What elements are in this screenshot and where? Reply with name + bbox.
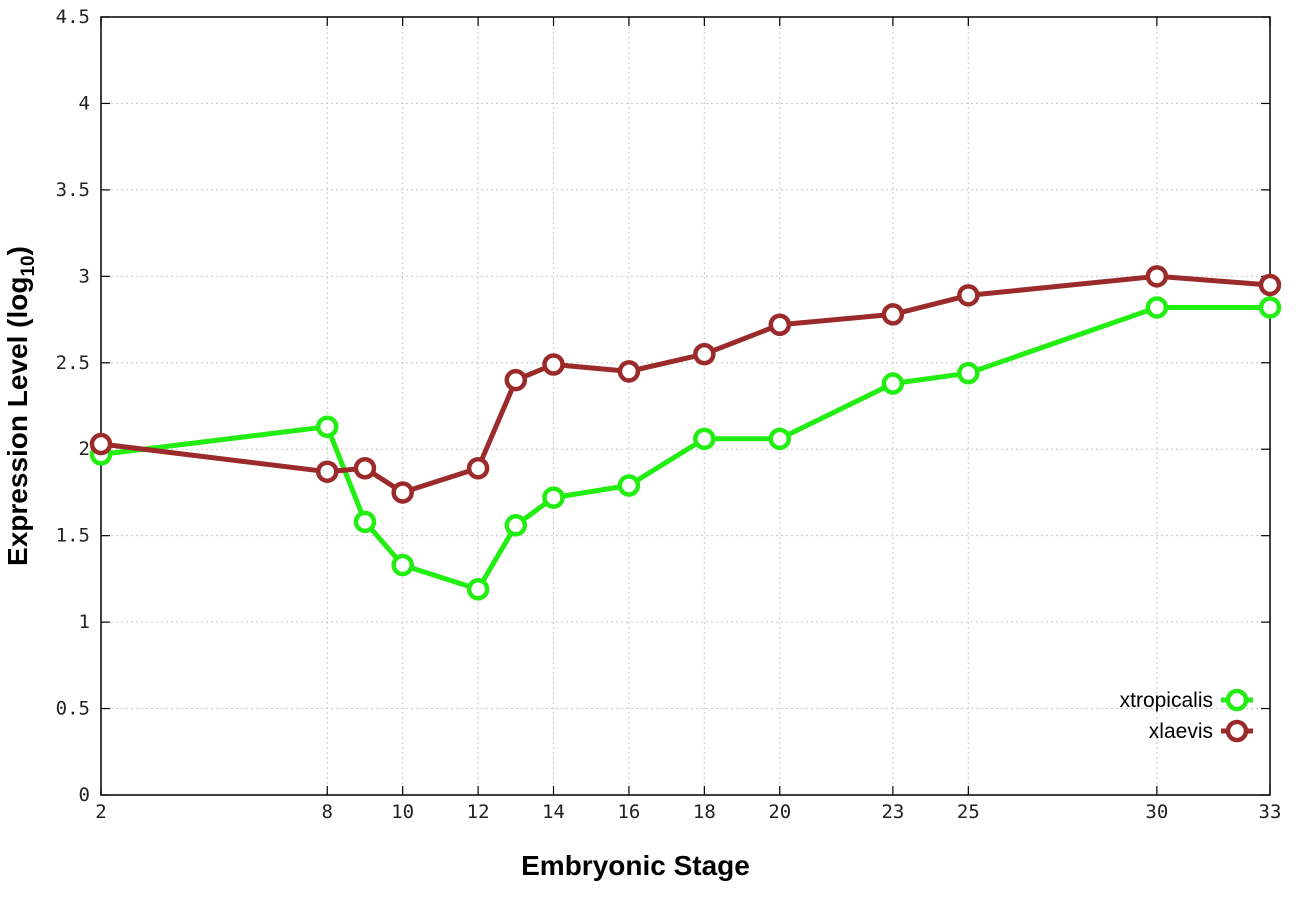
data-point-xlaevis: [1258, 273, 1282, 297]
data-point-xlaevis: [89, 432, 113, 456]
series-line-xtropicalis: [100, 305, 1270, 592]
grid-lines: [101, 17, 1270, 795]
data-point-xlaevis: [957, 284, 980, 307]
data-point-xlaevis: [542, 353, 565, 376]
x-tick-label: 30: [1145, 801, 1168, 823]
data-point-xtropicalis: [617, 474, 641, 497]
x-tick-label: 8: [322, 801, 333, 823]
data-point-xtropicalis: [504, 514, 528, 537]
x-tick-label: 18: [693, 801, 716, 823]
data-point-xtropicalis: [1258, 296, 1282, 319]
y-tick-label: 4: [79, 92, 90, 114]
data-point-xtropicalis: [768, 427, 792, 451]
y-tick-label: 3: [79, 265, 90, 287]
legend-label-xtropicalis: xtropicalis: [1120, 689, 1213, 712]
data-point-xlaevis: [768, 313, 792, 336]
y-tick-label: 4.5: [56, 6, 90, 28]
data-point-xtropicalis: [957, 361, 980, 385]
data-point-xlaevis: [316, 460, 339, 483]
data-point-xlaevis: [1145, 265, 1169, 288]
x-tick-label: 14: [542, 801, 565, 823]
y-tick-label: 0.5: [56, 698, 90, 720]
data-point-xlaevis: [693, 342, 716, 366]
x-tick-label: 2: [95, 801, 106, 823]
series-xtropicalis: [89, 296, 1282, 601]
x-tick-label: 25: [957, 801, 980, 823]
x-tick-label: 20: [768, 801, 791, 823]
data-point-xlaevis: [353, 456, 377, 480]
legend: xtropicalis xlaevis: [1120, 688, 1253, 743]
legend-marker-xlaevis: [1225, 719, 1249, 743]
data-point-xlaevis: [391, 481, 414, 504]
data-point-xtropicalis: [466, 578, 490, 601]
y-tick-label: 3.5: [56, 179, 90, 201]
data-point-xlaevis: [466, 456, 490, 480]
axis-ticks: 0 0.5 1 1.5 2 2.5 3 3.5 4 4.5 2 8 10 12 14 16 18 20 23 25 30…: [56, 6, 1282, 823]
series-xlaevis: [89, 265, 1282, 504]
y-tick-label: 1.5: [56, 525, 90, 547]
legend-label-xlaevis: xlaevis: [1149, 720, 1213, 743]
x-tick-label: 16: [617, 801, 640, 823]
x-tick-label: 33: [1259, 801, 1282, 823]
plot-area-frame: [100, 16, 1271, 796]
y-tick-label: 1: [79, 611, 90, 633]
data-point-xlaevis: [617, 360, 641, 383]
series-lines: [89, 265, 1282, 601]
y-axis-title-close: ): [2, 246, 33, 255]
x-tick-label: 23: [881, 801, 904, 823]
y-tick-label: 2: [79, 438, 90, 460]
y-axis-title-main: Expression Level (log: [2, 277, 33, 566]
data-point-xtropicalis: [1145, 296, 1169, 319]
x-tick-label: 12: [467, 801, 490, 823]
legend-marker-xtropicalis: [1225, 688, 1249, 712]
data-point-xtropicalis: [693, 427, 716, 451]
y-tick-label: 0: [79, 784, 90, 806]
data-point-xlaevis: [881, 303, 905, 326]
x-axis-title: Embryonic Stage: [521, 850, 750, 881]
data-point-xlaevis: [504, 368, 528, 392]
series-line-xlaevis: [100, 273, 1271, 495]
data-point-xtropicalis: [316, 415, 339, 438]
data-point-xtropicalis: [542, 486, 565, 509]
y-tick-label: 2.5: [56, 352, 90, 374]
data-point-xtropicalis: [881, 372, 905, 395]
x-tick-label: 10: [391, 801, 414, 823]
data-point-xtropicalis: [353, 510, 377, 534]
data-point-xtropicalis: [391, 553, 414, 577]
y-axis-title-subscript: 10: [18, 255, 39, 276]
y-axis-title: Expression Level (log10): [2, 246, 39, 566]
